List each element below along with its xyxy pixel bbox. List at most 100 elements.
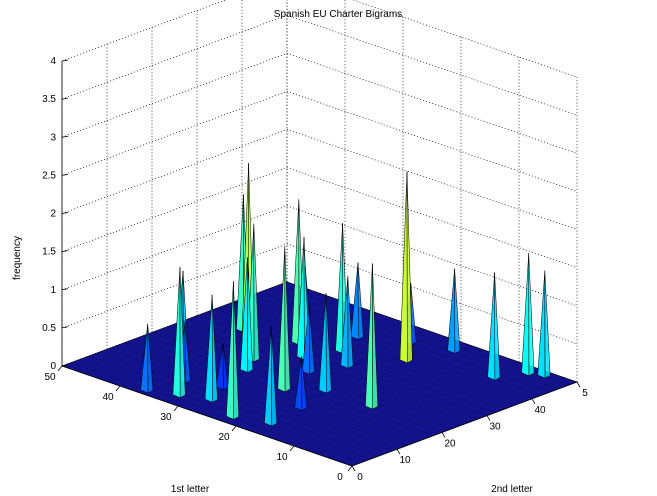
z-tick-mark [61,364,69,367]
surface-mesh-x [115,345,407,446]
z-tick-label: 2.5 [42,170,56,181]
wall-grid-z [61,167,578,268]
wall-grid-z [61,14,578,116]
y-axis-label: 1st letter [171,484,210,495]
z-tick-label: 1 [50,285,56,296]
wall-grid-z [61,243,578,345]
surface-mesh-x [151,332,443,433]
x-tick-label: 5 [582,388,588,399]
z-axis-label: frequency [12,236,23,280]
surface-peak [291,199,300,346]
x-tick-mark [351,465,356,472]
y-tick-label: 50 [44,372,56,383]
wall-grid-z [61,0,578,78]
y-tick-mark [57,365,63,372]
y-tick-mark [231,425,237,432]
grid-layer [61,0,578,467]
surface-mesh-y [305,365,531,451]
surface-peak-face [357,262,364,340]
surface-peak-face [454,268,461,354]
z-tick-label: 0 [50,361,56,372]
surface-peak [350,262,359,340]
surface-mesh-y [270,353,496,439]
z-tick-label: 0.5 [42,323,56,334]
y-tick-mark [347,465,353,472]
wall-grid-z [61,205,578,307]
surface-mesh-x [70,362,362,463]
x-axis-label: 2nd letter [491,484,533,495]
z-tick-mark [61,212,69,214]
surface-peak-face [308,305,315,375]
surface-peak-face [247,257,254,373]
surface-peak [487,272,496,381]
x-tick-mark [486,415,491,421]
surface-peak-face [494,272,501,381]
surface-mesh-x [169,325,461,426]
y-tick-label: 20 [218,432,230,443]
surface-peak-face [253,223,260,363]
surface-mesh-x [214,308,506,409]
z-tick-mark [61,97,69,100]
surface-peak-face [147,323,154,394]
y-tick-label: 0 [337,472,343,483]
z-tick-label: 2 [50,209,56,220]
x-tick-label: 0 [357,472,363,483]
y-tick-mark [289,445,295,452]
wall-grid-z [61,91,578,192]
surface-mesh-y [340,377,566,463]
z-tick-mark [61,135,69,138]
surface-peak [521,252,530,377]
surface-peak-face [325,293,332,394]
surface-layer [61,163,578,467]
z-tick-mark [61,173,69,176]
chart-title: Spanish EU Charter Bigrams [274,9,402,20]
surface-peak-face [284,246,291,393]
x-tick-label: 40 [534,405,546,416]
z-tick-mark [61,326,69,329]
wall-grid-z [61,52,578,154]
surface-peak-face [211,294,218,403]
z-tick-mark [61,59,69,62]
surface-mesh-y [317,369,543,455]
x-tick-mark [576,381,581,388]
x-tick-mark [531,398,536,405]
surface-mesh-x [187,318,479,420]
z-tick-mark [61,288,69,291]
z-tick-mark [61,250,69,253]
surface-peak-face [406,171,413,364]
surface-mesh-x [79,359,371,460]
surface-mesh-y [282,357,508,443]
y-tick-label: 40 [102,392,114,403]
surface-peak-face [233,281,240,420]
y-axis-line [61,365,353,467]
surface-peak-face [544,270,551,379]
y-tick-mark [173,405,179,412]
y-tick-label: 10 [276,452,288,463]
surface-peak-face [184,321,191,384]
surface-peak-face [528,252,535,377]
z-tick-label: 3.5 [42,94,56,105]
surface-mesh-y [247,345,473,431]
surface-peak-face [372,263,379,410]
surface-mesh-y [293,361,520,447]
y-tick-mark [115,385,121,392]
wall-grid-z [61,129,578,230]
x-tick-label: 20 [444,438,456,449]
x-tick-label: 30 [489,422,501,433]
surface-peak [447,268,456,354]
surface-mesh-x [106,349,398,450]
surface-mesh-x [241,298,533,399]
surface-peak-face [347,276,354,369]
surface-peak-face [179,267,186,399]
x-tick-mark [441,432,446,438]
x-axis-line [351,381,578,467]
z-tick-label: 4 [50,56,56,67]
y-tick-label: 30 [160,412,172,423]
surface-mesh-y [328,373,554,459]
surface-peak-face [301,356,308,412]
surface-peak [399,171,408,364]
surface-peak-face [222,343,229,391]
